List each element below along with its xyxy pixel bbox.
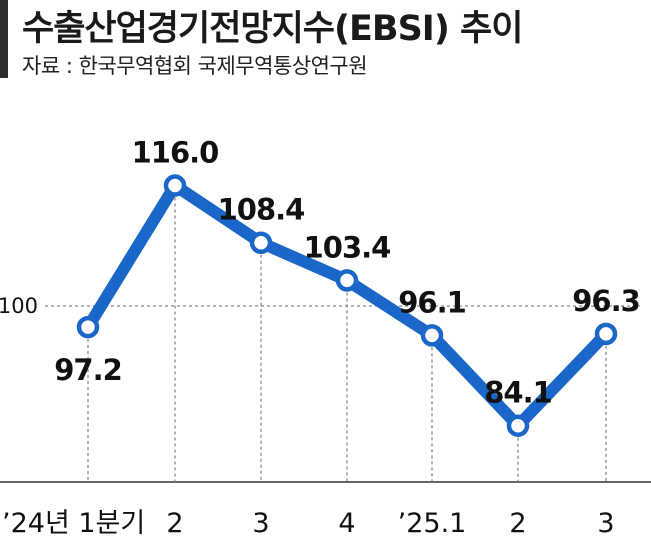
source-note: 자료 : 한국무역협회 국제무역통상연구원 — [22, 54, 368, 78]
x-tick-label: 2 — [509, 508, 526, 539]
data-label: 96.1 — [398, 285, 466, 319]
data-label: 103.4 — [304, 230, 391, 264]
data-label: 97.2 — [54, 353, 122, 387]
data-point — [594, 322, 618, 346]
title-accent-bar — [0, 0, 8, 78]
data-point — [76, 315, 100, 339]
chart-title: 수출산업경기전망지수(EBSI) 추이 — [22, 9, 523, 49]
x-tick-label: 2 — [166, 508, 183, 539]
series-layer — [76, 174, 618, 437]
x-tick-label: ’24년 1분기 — [2, 508, 145, 539]
x-tick-label: 3 — [597, 508, 614, 539]
data-point — [506, 414, 530, 437]
data-label: 108.4 — [218, 193, 305, 227]
data-label: 116.0 — [132, 136, 219, 170]
data-point — [335, 269, 359, 292]
data-label: 96.3 — [572, 284, 640, 318]
data-label: 84.1 — [484, 376, 552, 410]
y-tick-label: 100 — [0, 294, 38, 318]
x-tick-label: ’25.1 — [398, 508, 467, 539]
x-tick-label: 4 — [338, 508, 355, 539]
data-point — [420, 324, 444, 347]
data-point — [163, 174, 187, 197]
x-tick-label: 3 — [252, 508, 269, 539]
grid-layer — [45, 185, 640, 482]
data-point — [249, 231, 273, 254]
